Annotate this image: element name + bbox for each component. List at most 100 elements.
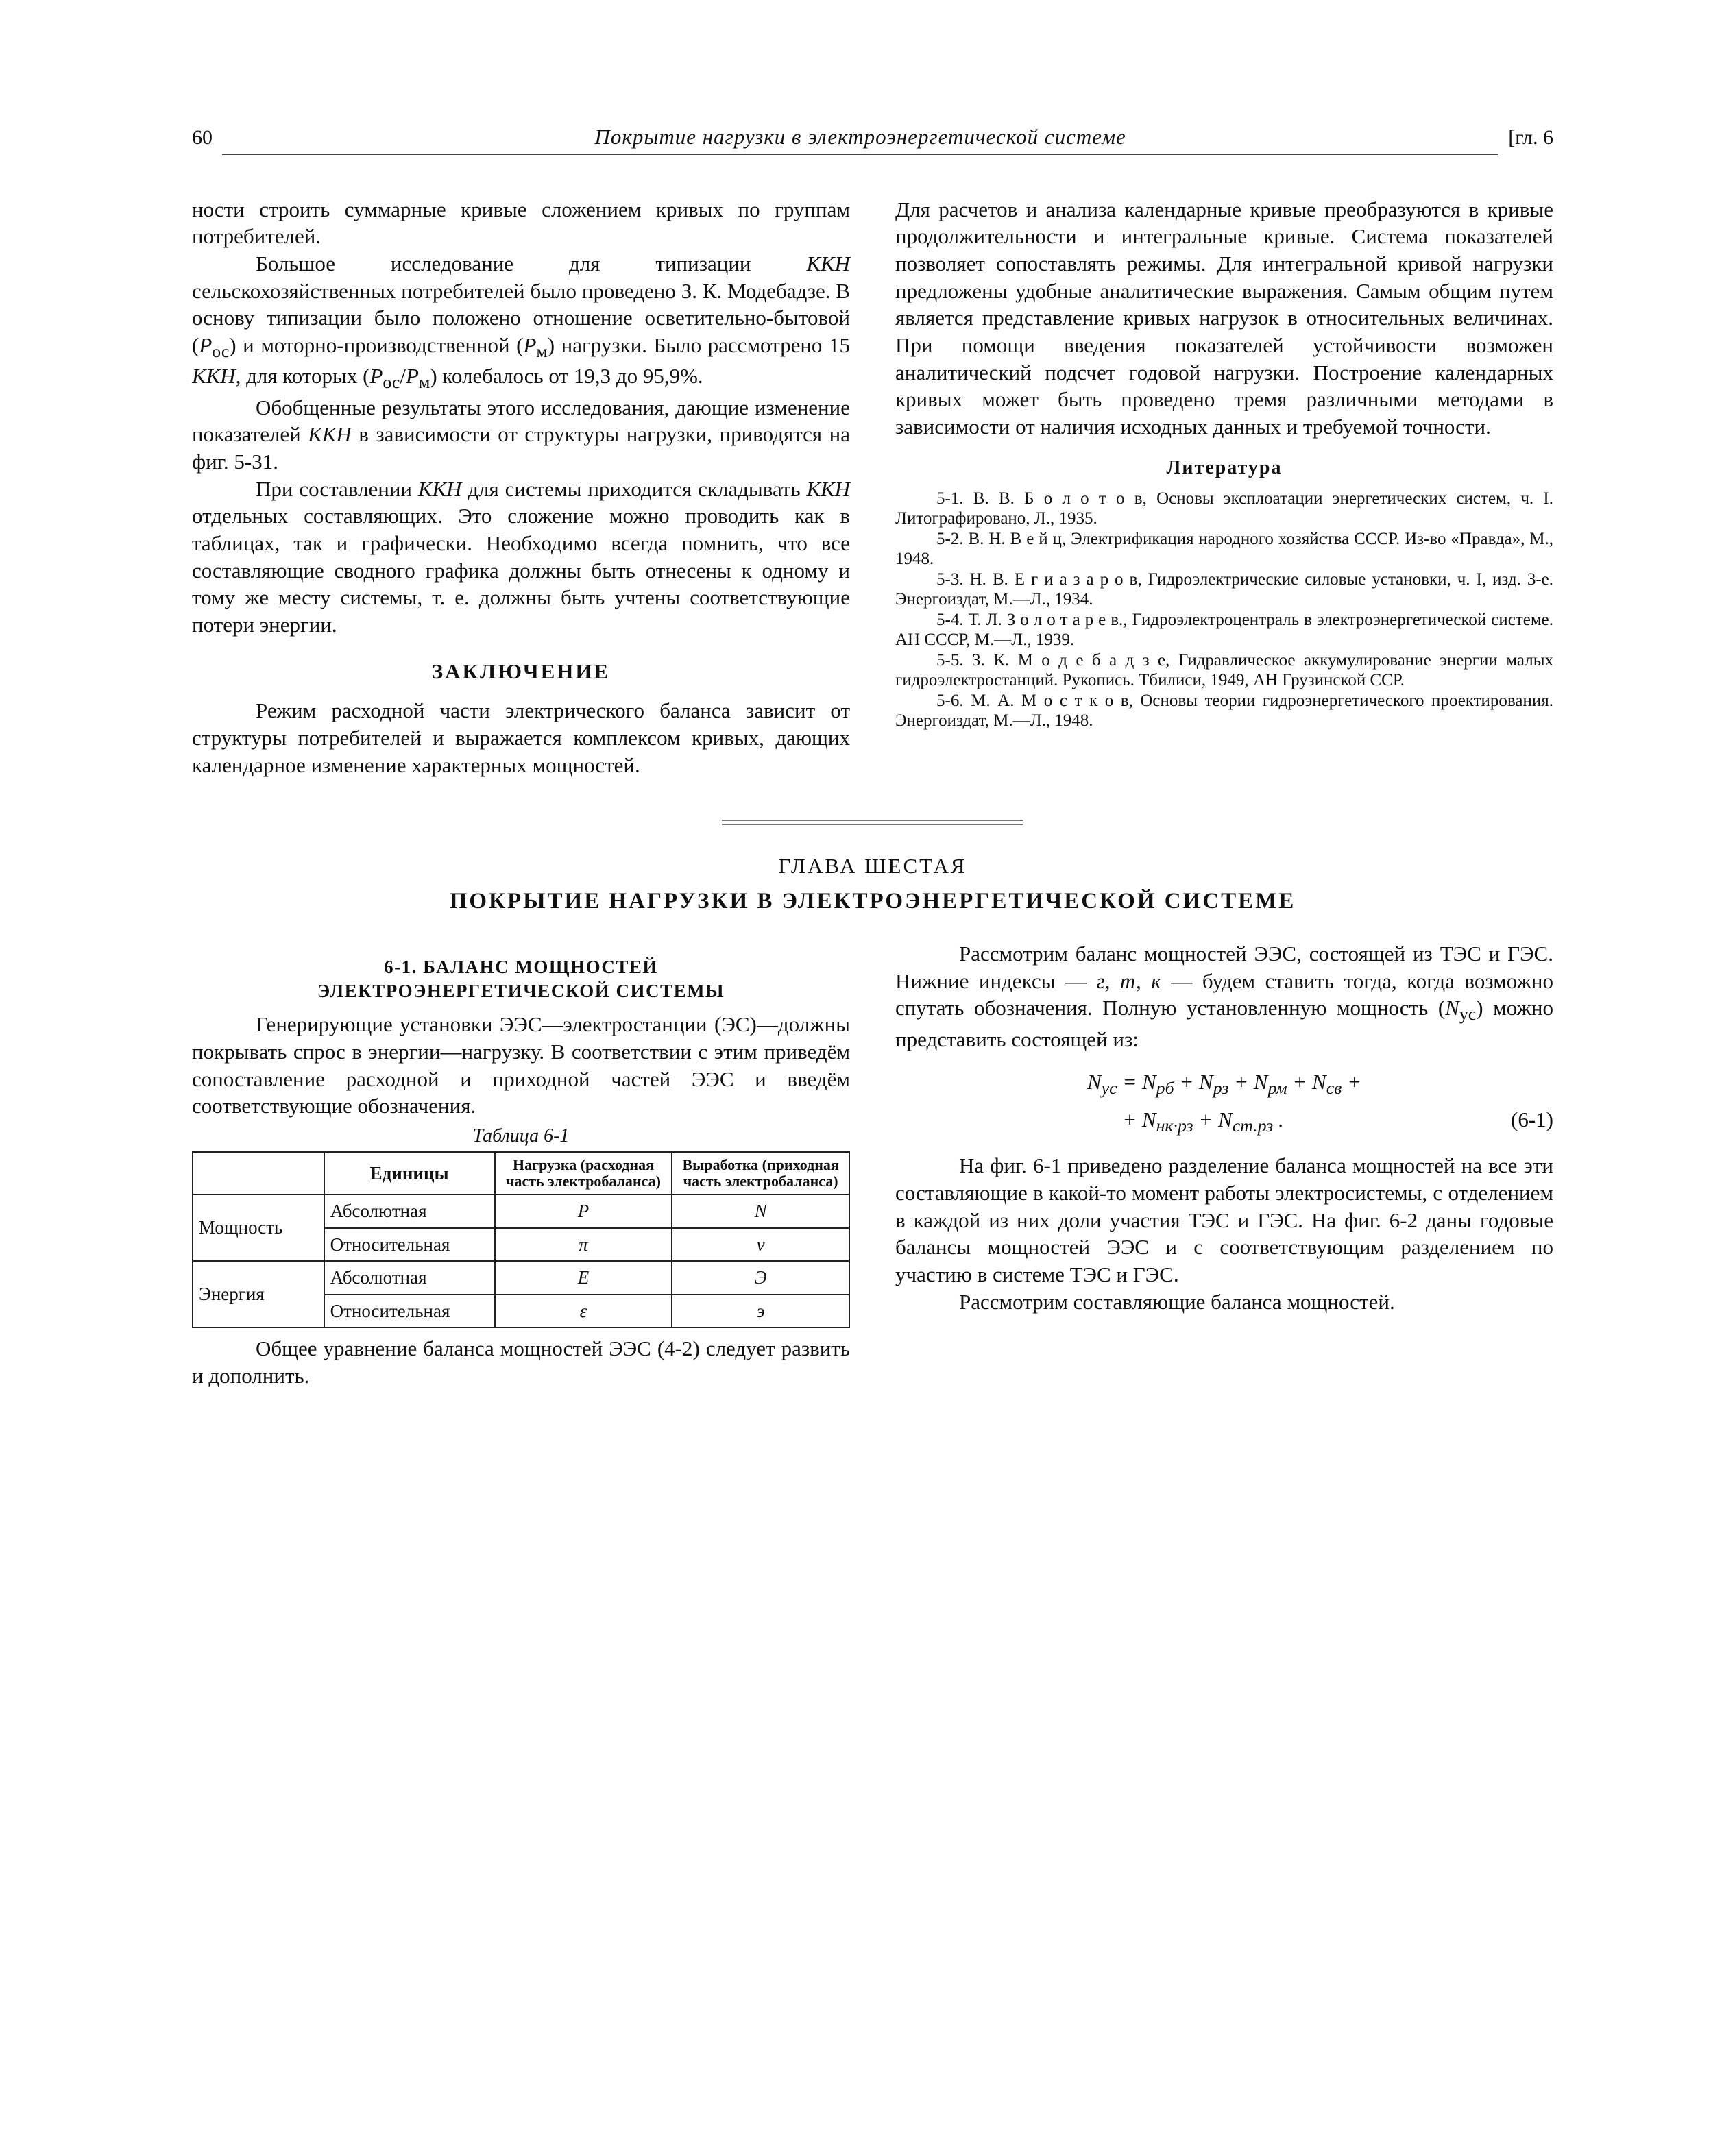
symbol-N: N [1254,1070,1268,1094]
symbol: ε [580,1301,587,1321]
symbol-N: N [1142,1070,1156,1094]
table-cell: Абсолютная [324,1261,495,1295]
page-number: 60 [192,125,213,151]
symbol: E [578,1267,590,1288]
para: На фиг. 6-1 приведено разделение баланса… [895,1152,1553,1288]
title-literature: Литература [895,456,1553,480]
equation-6-1: Nус = Nрб + Nрз + Nрм + Nсв + + Nнк·рз +… [895,1065,1553,1140]
symbol-sub: нк·рз [1156,1116,1193,1136]
para: Большое исследование для типизации ККН с… [192,250,850,393]
bibliography-item: 5-6. М. А. М о с т к о в, Основы теории … [895,691,1553,731]
abbr-kkh: ККН [806,252,850,275]
symbol: N [755,1201,767,1221]
table-cell: P [495,1195,672,1228]
symbol: P [578,1201,590,1221]
text: ) и моторно-производственной ( [229,333,523,357]
symbol-sub: рб [1156,1079,1174,1099]
table-row: Энергия Абсолютная E Э [193,1261,849,1295]
running-title-text: Покрытие нагрузки в электроэнергетическо… [594,125,1126,149]
text: ) колебалось от 19,3 до 95,9%. [430,364,703,388]
symbol: ν [757,1234,765,1255]
symbol: э [757,1301,765,1321]
para: Генерирующие установки ЭЭС—электростанци… [192,1011,850,1120]
symbol-N: N [1218,1107,1233,1131]
table-cell: э [672,1295,849,1328]
divider-rule [722,820,1023,825]
table-cell: Мощность [193,1195,324,1261]
symbol-sub: рм [1267,1079,1287,1099]
section-6-1-title: 6-1. БАЛАНС МОЩНОСТЕЙ ЭЛЕКТРОЭНЕРГЕТИЧЕС… [192,955,850,1003]
text: / [400,364,406,388]
symbol-N: N [1445,996,1459,1020]
bibliography-item: 5-3. Н. В. Е г и а з а р о в, Гидроэлект… [895,569,1553,610]
chapter-divider: ГЛАВА ШЕСТАЯ ПОКРЫТИЕ НАГРУЗКИ В ЭЛЕКТРО… [192,820,1553,916]
symbol-N: N [1142,1107,1156,1131]
table-header-cell: Нагрузка (расходная часть электро­баланс… [495,1152,672,1195]
symbol-P: P [199,333,212,357]
abbr-kkh: ККН [806,477,850,501]
symbol-indices: г, т, к [1097,969,1161,993]
chapter-label: ГЛАВА ШЕСТАЯ [192,853,1553,880]
bibliography-item: 5-1. В. В. Б о л о т о в, Основы эксплоа… [895,489,1553,529]
table-cell: Энергия [193,1261,324,1327]
symbol-P: P [406,364,419,388]
table-cell: Э [672,1261,849,1295]
text: отдельных составляющих. Это сложение мож… [192,504,850,637]
para: ности строить суммарные кривые сложением… [192,196,850,250]
symbol-sub: ус [1102,1079,1117,1099]
lower-columns: 6-1. БАЛАНС МОЩНОСТЕЙ ЭЛЕКТРОЭНЕРГЕТИЧЕС… [192,940,1553,1390]
para: Для расчетов и анализа календарные кривы… [895,196,1553,441]
abbr-kkh: ККН [308,422,352,446]
para: Режим расходной части электрического бал… [192,697,850,779]
bibliography-item: 5-2. В. Н. В е й ц, Электрификация народ… [895,529,1553,569]
table-row: Единицы Нагрузка (расходная часть электр… [193,1152,849,1195]
table-cell: Абсолютная [324,1195,495,1228]
text: , для которых ( [236,364,370,388]
table-6-1-caption: Таблица 6-1 [192,1124,850,1149]
table-cell: E [495,1261,672,1295]
table-6-1: Единицы Нагрузка (расходная часть электр… [192,1151,850,1329]
running-title: Покрытие нагрузки в электроэнергетическо… [222,123,1498,155]
symbol-P: P [369,364,383,388]
para: Обобщенные результаты этого исследования… [192,394,850,476]
symbol-sub: рз [1213,1079,1229,1099]
table-header-cell [193,1152,324,1195]
para: Рассмотрим баланс мощностей ЭЭС, состоящ… [895,940,1553,1053]
para: Общее уравнение баланса мощностей ЭЭС (4… [192,1335,850,1389]
symbol-sub: м [419,372,430,392]
symbol-N: N [1312,1070,1326,1094]
table-cell: ν [672,1228,849,1262]
upper-columns: ности строить суммарные кривые сложением… [192,196,1553,779]
text: 6-1. БАЛАНС МОЩНОСТЕЙ [384,957,658,977]
chapter-title: ПОКРЫТИЕ НАГРУЗКИ В ЭЛЕКТРОЭНЕРГЕТИЧЕСКО… [192,887,1553,916]
table-cell: ε [495,1295,672,1328]
abbr-kkh: ККН [418,477,462,501]
running-head: 60 Покрытие нагрузки в электроэнергетиче… [192,123,1553,155]
para: При составлении ККН для системы приходит… [192,476,850,639]
equation-number: (6-1) [1511,1103,1553,1137]
text: Большое исследование для типизации [256,252,806,275]
text: для системы приходится складывать [461,477,806,501]
symbol-P: P [523,333,536,357]
bibliography-item: 5-4. Т. Л. З о л о т а р е в., Гидроэлек… [895,610,1553,650]
chapter-marker: [гл. 6 [1508,125,1553,151]
para: Рассмотрим составляющие баланса мощносте… [895,1288,1553,1316]
table-cell: Относительная [324,1295,495,1328]
symbol-N: N [1087,1070,1102,1094]
table-row: Мощность Абсолютная P N [193,1195,849,1228]
table-header-cell: Единицы [324,1152,495,1195]
table-cell: N [672,1195,849,1228]
symbol-sub: ус [1459,1005,1476,1025]
symbol: Э [755,1267,767,1288]
bibliography-item: 5-5. З. К. М о д е б а д з е, Гидравличе… [895,650,1553,691]
symbol-sub: ос [212,341,229,361]
table-cell: Относительная [324,1228,495,1262]
symbol-sub: св [1326,1079,1342,1099]
symbol-N: N [1199,1070,1213,1094]
title-conclusion: ЗАКЛЮЧЕНИЕ [192,658,850,685]
abbr-kkh: ККН [192,364,236,388]
symbol-sub: м [536,341,547,361]
page: 60 Покрытие нагрузки в электроэнергетиче… [0,0,1711,1472]
table-cell: π [495,1228,672,1262]
text: При составлении [256,477,418,501]
